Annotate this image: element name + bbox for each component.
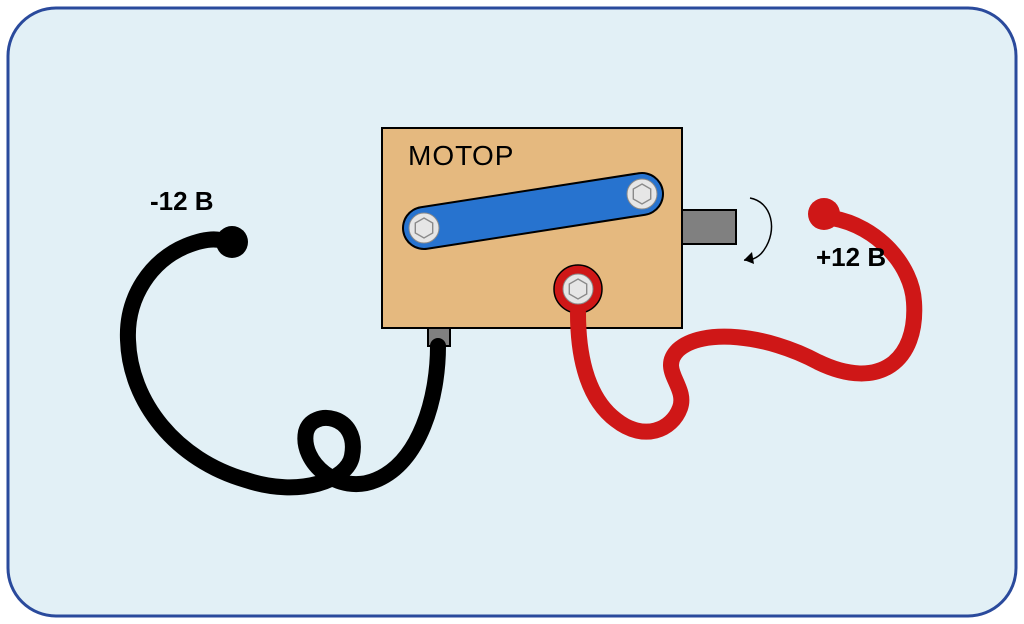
red-terminal-bolt-hex [569,279,586,299]
label-neg-12v: -12 В [150,186,214,217]
diagram-svg [0,0,1024,624]
bracket-bolt-right-hex [633,184,650,204]
black-cable-knob [216,226,248,258]
red-cable-knob [808,198,840,230]
label-motor: МОТОР [408,140,514,172]
motor-shaft [682,210,736,244]
diagram-stage: -12 В +12 В МОТОР [0,0,1024,624]
bracket-bolt-left-hex [415,218,432,238]
label-pos-12v: +12 В [816,242,886,273]
